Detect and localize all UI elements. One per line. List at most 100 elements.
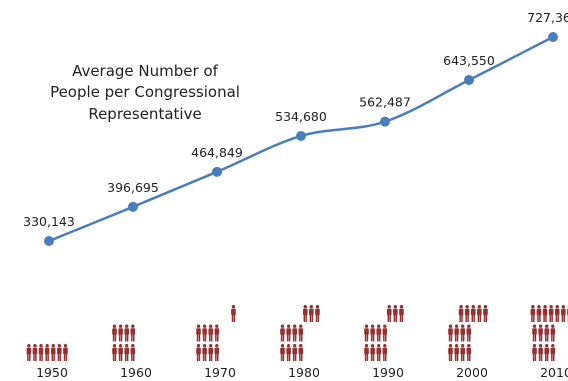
person-icon <box>292 344 297 361</box>
person-icon <box>286 324 291 342</box>
person-icon <box>448 344 453 361</box>
person-icon <box>538 324 543 342</box>
person-icon <box>382 344 388 361</box>
person-icon <box>214 324 220 342</box>
person-icon <box>50 344 56 361</box>
person-icon <box>364 344 369 361</box>
data-label-layer: 330,143 396,695 464,849 534,680 562,487 643,5… <box>23 10 568 229</box>
person-icon <box>470 305 476 322</box>
x-tick-label-2000: 2000 <box>456 365 488 380</box>
person-icon <box>231 305 236 322</box>
person-icon <box>196 324 201 342</box>
person-icon <box>280 344 285 361</box>
person-icon <box>542 305 548 322</box>
data-point-1950 <box>44 236 54 246</box>
data-point-1980 <box>296 130 306 141</box>
person-icon <box>214 344 220 361</box>
data-label-2000: 643,550 <box>443 53 495 68</box>
person-icon <box>32 344 38 361</box>
person-icon <box>44 344 50 361</box>
data-point-1990 <box>380 116 390 127</box>
chart-title-line-2: People per Congressional <box>50 83 240 101</box>
person-icon <box>550 324 556 342</box>
person-icon <box>532 324 537 342</box>
person-icon <box>63 344 68 361</box>
person-icon <box>382 324 388 342</box>
data-point-2000 <box>464 75 474 86</box>
person-icon <box>370 324 375 342</box>
x-tick-label-1970: 1970 <box>204 365 236 380</box>
person-icon <box>466 344 472 361</box>
person-icon <box>208 344 213 361</box>
person-icon <box>202 344 207 361</box>
data-label-1950: 330,143 <box>23 214 75 229</box>
person-icon <box>454 344 459 361</box>
person-icon <box>448 324 453 342</box>
person-icon <box>554 305 560 322</box>
person-icon <box>464 305 470 322</box>
data-point-1970 <box>212 166 222 177</box>
person-icon <box>286 344 291 361</box>
x-axis-tick-layer: 1950 1960 1970 1980 1990 2000 2010 <box>36 365 568 380</box>
people-icon-layer <box>26 305 568 361</box>
marker-layer <box>44 32 558 246</box>
person-icon <box>130 344 136 361</box>
person-icon <box>112 324 117 342</box>
data-label-1990: 562,487 <box>359 95 411 110</box>
person-icon <box>538 344 543 361</box>
person-icon <box>460 324 465 342</box>
x-tick-label-1990: 1990 <box>372 365 404 380</box>
person-icon <box>386 305 392 322</box>
data-label-1960: 396,695 <box>107 180 159 195</box>
person-icon <box>370 344 375 361</box>
person-icon <box>530 305 536 322</box>
person-icon <box>399 305 404 322</box>
chart-title-line-3: Representative <box>88 105 201 123</box>
person-icon <box>454 324 459 342</box>
person-icon <box>208 324 213 342</box>
person-icon <box>118 324 123 342</box>
person-icon <box>292 324 297 342</box>
person-icon <box>112 344 117 361</box>
x-tick-label-1950: 1950 <box>36 365 68 380</box>
x-tick-label-1980: 1980 <box>288 365 320 380</box>
person-icon <box>536 305 542 322</box>
data-point-1960 <box>128 201 138 212</box>
person-icon <box>280 324 285 342</box>
person-icon <box>364 324 369 342</box>
data-point-2010 <box>548 32 558 42</box>
chart-title-line-1: Average Number of <box>72 62 219 80</box>
person-icon <box>315 305 320 322</box>
person-icon <box>548 305 554 322</box>
person-icon <box>561 305 566 322</box>
person-icon <box>376 344 381 361</box>
person-icon <box>130 324 136 342</box>
person-icon <box>196 344 201 361</box>
person-icon <box>460 344 465 361</box>
person-icon <box>477 305 482 322</box>
person-icon <box>483 305 488 322</box>
person-icon <box>309 305 314 322</box>
person-icon <box>118 344 123 361</box>
person-icon <box>57 344 62 361</box>
person-icon <box>544 324 549 342</box>
person-icon <box>544 344 549 361</box>
person-icon <box>38 344 44 361</box>
person-icon <box>26 344 32 361</box>
data-label-2010: 727,366 <box>527 10 568 25</box>
person-icon <box>466 324 472 342</box>
person-icon <box>124 324 129 342</box>
person-icon <box>298 344 304 361</box>
person-icon <box>458 305 464 322</box>
person-icon <box>550 344 556 361</box>
x-tick-label-2010: 2010 <box>540 365 568 380</box>
person-icon <box>298 324 304 342</box>
person-icon <box>124 344 129 361</box>
person-icon <box>532 344 537 361</box>
data-label-1970: 464,849 <box>191 145 243 160</box>
data-label-1980: 534,680 <box>275 109 327 124</box>
person-icon <box>302 305 308 322</box>
person-icon <box>376 324 381 342</box>
x-tick-label-1960: 1960 <box>120 365 152 380</box>
